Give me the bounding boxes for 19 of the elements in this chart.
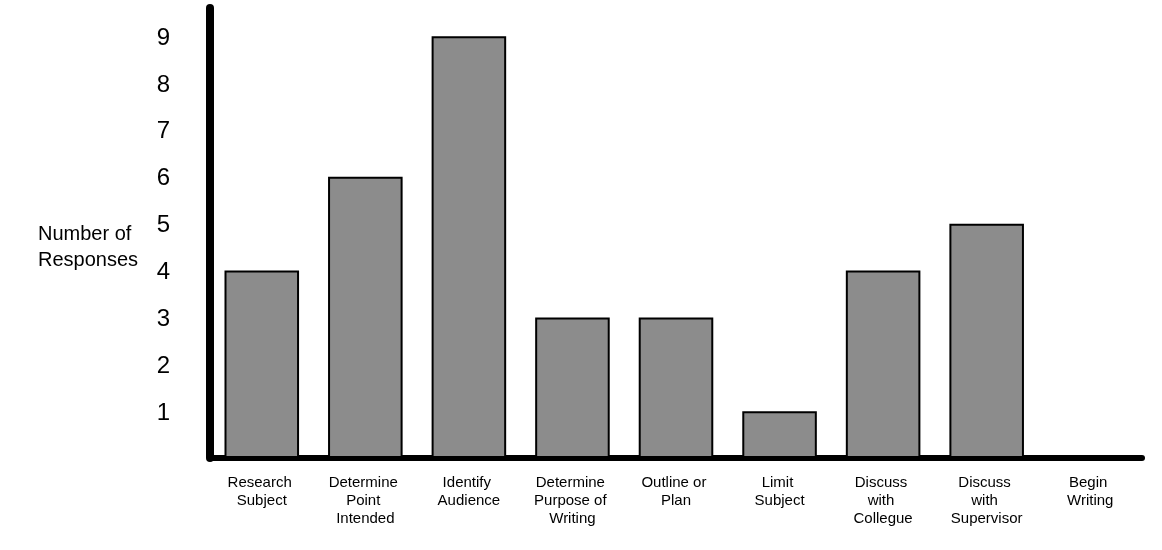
x-tick-label: Determine Point Intended [328,472,403,526]
y-tick-label: 4 [156,257,170,284]
x-tick-label: Discuss with Supervisor [950,472,1023,526]
y-tick-label: 1 [156,397,170,425]
x-tick-label: Outline or Plan [641,472,711,508]
y-tick-label: 9 [156,22,170,50]
x-tick-label: Discuss with Collegue [853,472,913,526]
x-tick-label: Limit Subject [754,472,806,508]
x-tick-label: Research Subject [227,472,296,508]
y-tick-label: 7 [156,116,170,144]
x-tick-label: Identify Audience [437,472,501,508]
y-tick-label: 6 [156,163,170,191]
y-axis-title: Number of Responses [38,222,139,270]
y-tick-label: 3 [156,303,170,331]
x-tick-label: Begin Writing [1067,472,1114,508]
x-tick-label: Determine Purpose of Writing [534,472,611,526]
y-tick-label: 5 [156,210,170,238]
y-tick-label: 2 [156,350,170,378]
y-tick-label: 8 [156,69,170,97]
